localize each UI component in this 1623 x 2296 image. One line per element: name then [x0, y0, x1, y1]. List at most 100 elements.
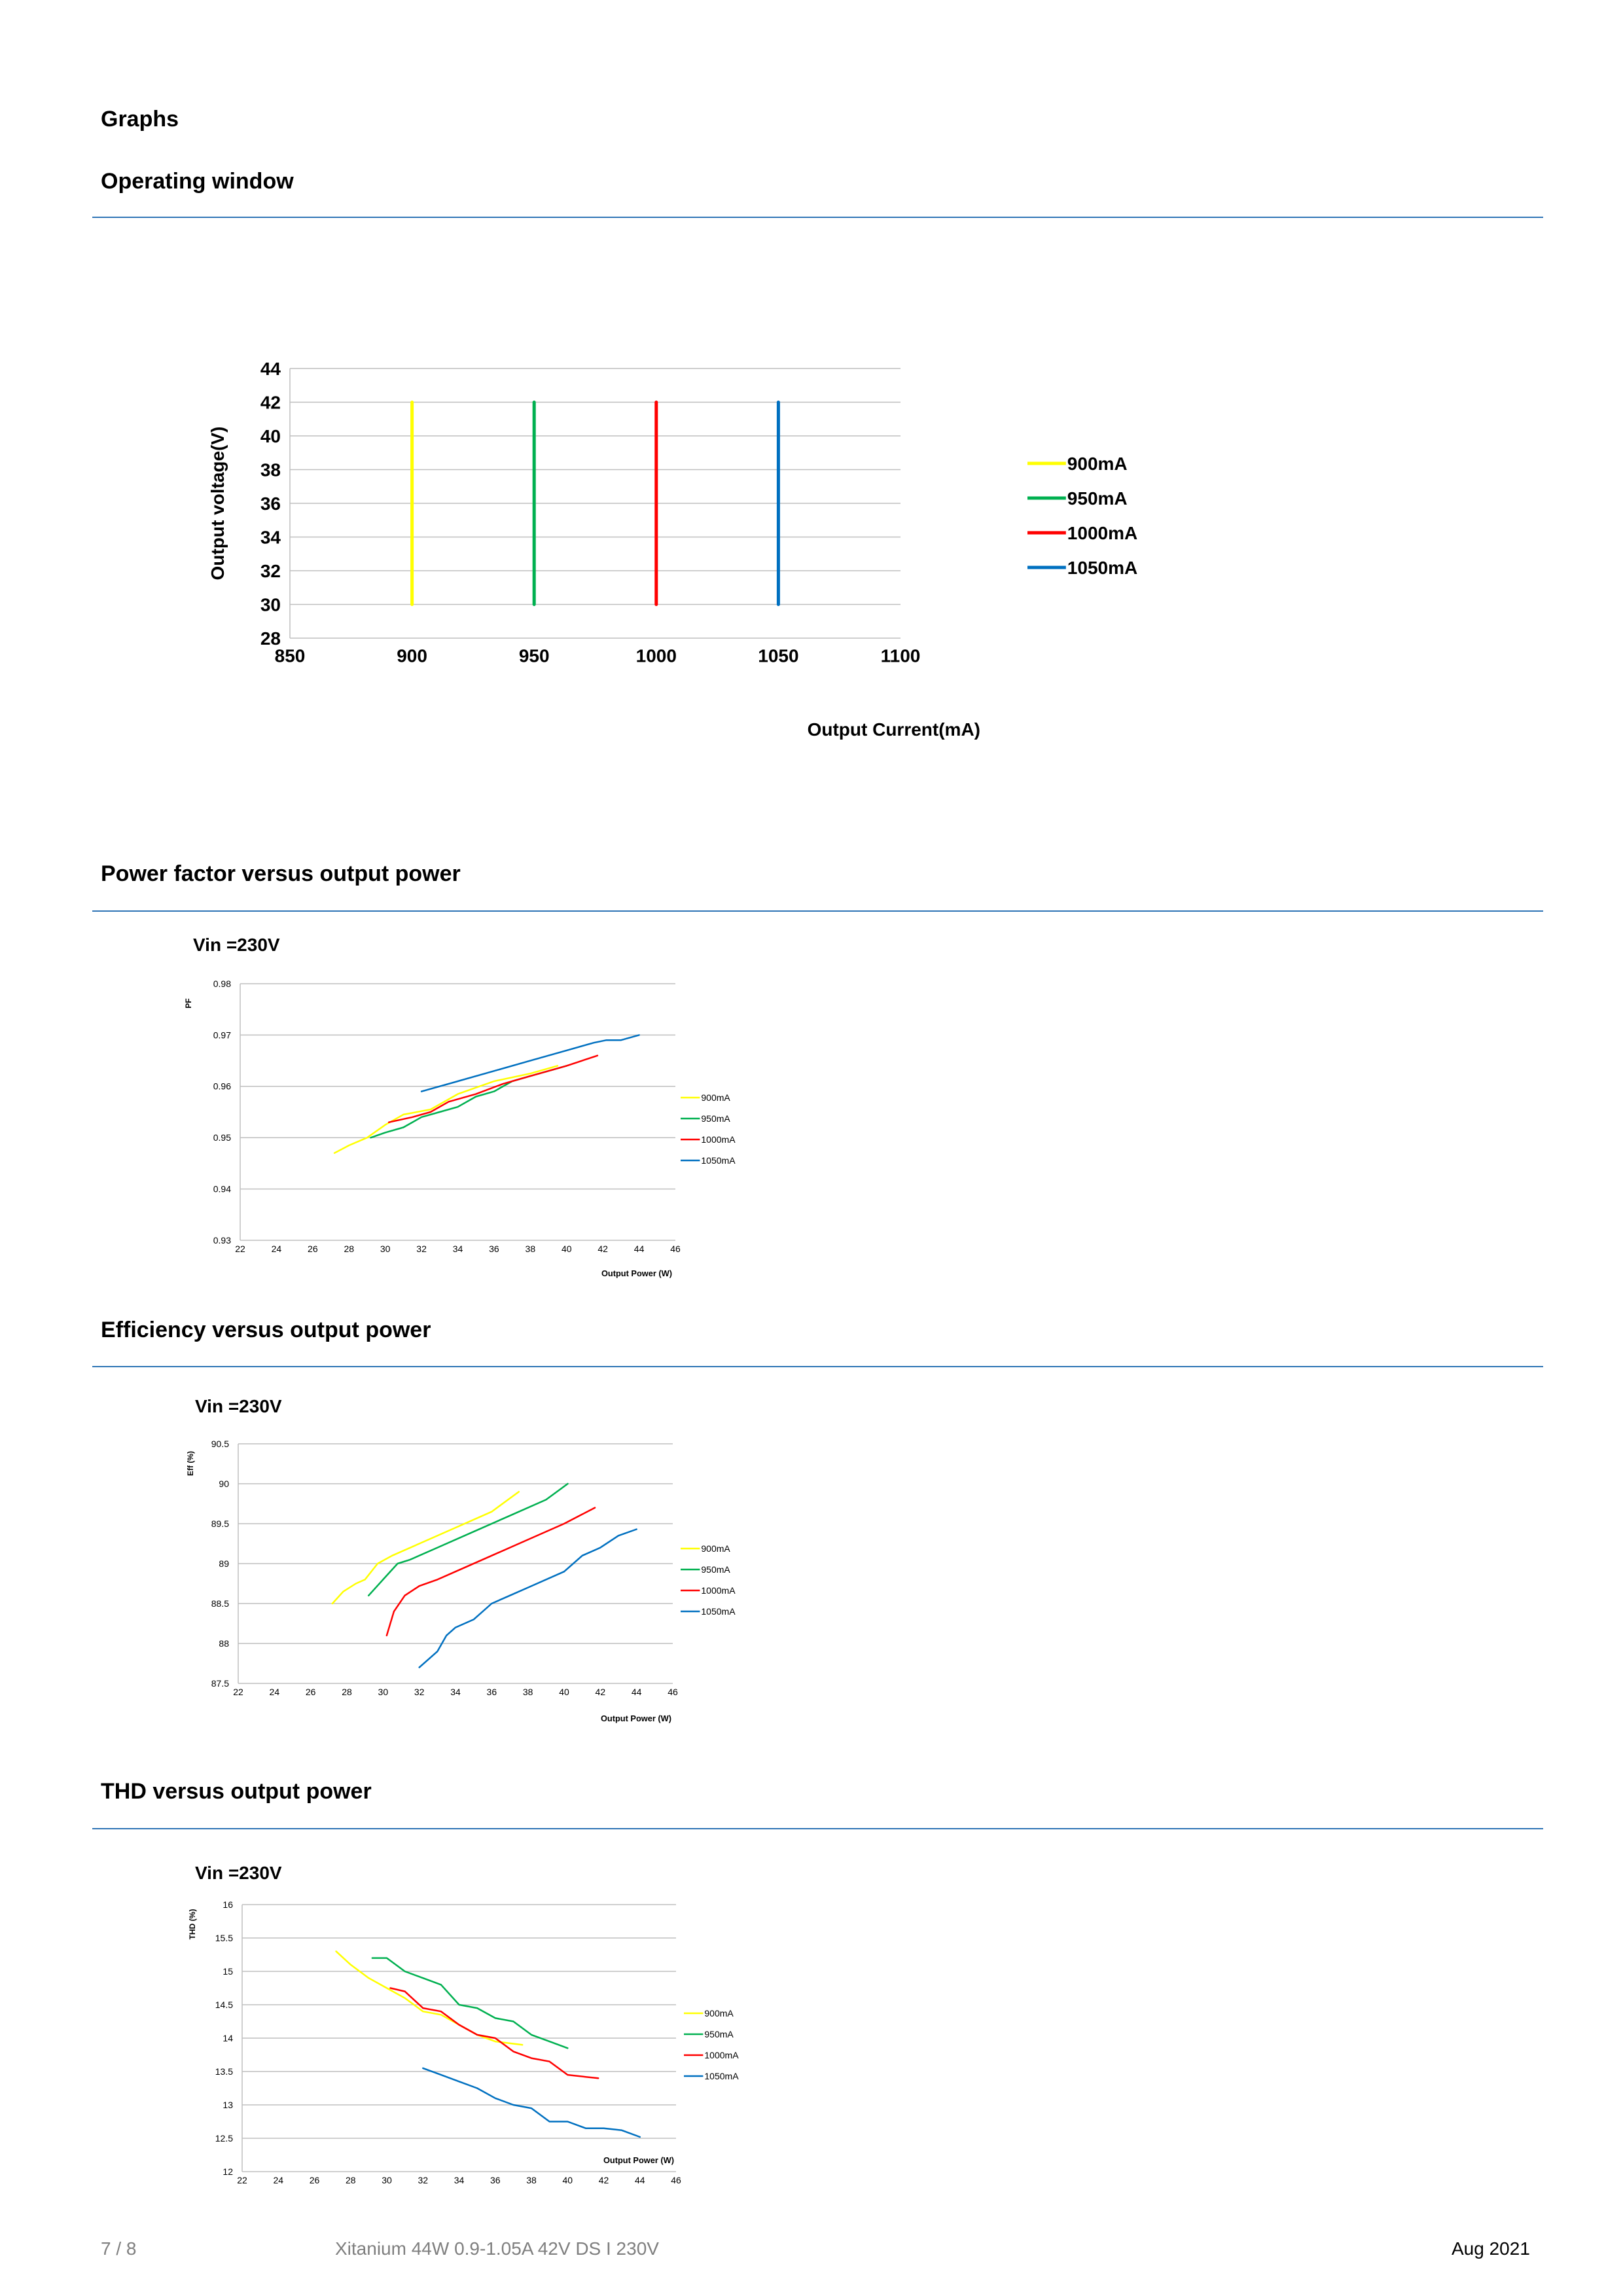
- x-tick-label: 22: [233, 1687, 243, 1697]
- legend-label: 900mA: [701, 1543, 730, 1554]
- x-tick-label: 1000: [636, 645, 677, 666]
- y-tick-label: 16: [223, 1899, 233, 1910]
- legend-label: 950mA: [701, 1564, 730, 1575]
- y-tick-label: 15: [223, 1966, 233, 1977]
- series-line-900mA: [331, 1490, 520, 1605]
- x-tick-label: 22: [237, 2175, 247, 2185]
- efficiency-chart: 87.5 88 88.5 89 89.5 90 90.5 22 24 26 28 30 32 34 36 38…: [186, 1439, 736, 1723]
- y-tick-label: 88: [219, 1638, 229, 1649]
- section-divider: [92, 910, 1543, 912]
- x-tick-label: 32: [418, 2175, 428, 2185]
- x-tick-label: 1050: [758, 645, 798, 666]
- y-tick-label: 0.93: [213, 1235, 231, 1246]
- y-tick-label: 0.94: [213, 1184, 231, 1194]
- section-title-efficiency: Efficiency versus output power: [101, 1318, 431, 1342]
- x-axis-title: Output Current(mA): [808, 719, 980, 740]
- y-tick-label: 0.95: [213, 1132, 231, 1143]
- x-axis-title: Output Power (W): [601, 1268, 672, 1278]
- x-tick-label: 30: [382, 2175, 392, 2185]
- x-axis-title: Output Power (W): [603, 2155, 674, 2165]
- y-tick-label: 88.5: [211, 1598, 229, 1609]
- x-tick-label: 28: [346, 2175, 356, 2185]
- y-axis-title: PF: [184, 998, 193, 1008]
- section-title-power-factor: Power factor versus output power: [101, 861, 461, 886]
- x-tick-label: 36: [487, 1687, 497, 1697]
- legend-label: 1000mA: [701, 1134, 736, 1145]
- legend-label: 900mA: [701, 1092, 730, 1103]
- legend-label: 1050mA: [701, 1606, 736, 1617]
- series-line-950mA: [370, 1065, 568, 1139]
- section-title-operating-window: Operating window: [101, 169, 294, 194]
- x-tick-label: 44: [634, 1244, 645, 1254]
- y-tick-label: 90: [219, 1479, 229, 1489]
- y-axis-title: Eff (%): [186, 1451, 195, 1476]
- y-tick-label: 34: [260, 527, 281, 547]
- y-tick-label: 42: [260, 392, 281, 412]
- x-tick-label: 30: [378, 1687, 389, 1697]
- y-tick-label: 0.96: [213, 1081, 231, 1092]
- y-tick-label: 12: [223, 2166, 233, 2177]
- x-axis-title: Output Power (W): [601, 1713, 671, 1723]
- x-tick-label: 24: [272, 1244, 282, 1254]
- y-tick-label: 14: [223, 2033, 233, 2043]
- y-tick-label: 44: [260, 359, 281, 379]
- vin-note: Vin =230V: [195, 1396, 282, 1416]
- legend-label: 900mA: [704, 2008, 734, 2018]
- x-tick-label: 28: [342, 1687, 352, 1697]
- x-tick-label: 42: [596, 1687, 606, 1697]
- y-tick-label: 89.5: [211, 1518, 229, 1529]
- x-tick-label: 24: [270, 1687, 280, 1697]
- legend-label: 950mA: [701, 1113, 730, 1124]
- x-tick-label: 44: [635, 2175, 645, 2185]
- vin-note: Vin =230V: [193, 935, 280, 955]
- section-divider: [92, 1366, 1543, 1367]
- series-line-1050mA: [422, 2067, 641, 2138]
- y-tick-label: 30: [260, 594, 281, 615]
- x-tick-label: 24: [273, 2175, 283, 2185]
- section-title-thd: THD versus output power: [101, 1779, 372, 1804]
- legend-label: 1000mA: [701, 1585, 736, 1596]
- y-tick-label: 32: [260, 561, 281, 581]
- x-tick-label: 34: [450, 1687, 461, 1697]
- series-line-950mA: [367, 1482, 569, 1597]
- legend-label: 900mA: [1067, 454, 1128, 474]
- series-line-1000mA: [387, 1054, 599, 1123]
- legend-label: 1050mA: [701, 1155, 736, 1166]
- legend-label: 1050mA: [704, 2071, 739, 2081]
- x-tick-label: 28: [344, 1244, 354, 1254]
- y-axis-title: THD (%): [188, 1909, 197, 1940]
- series-line-1050mA: [420, 1034, 640, 1092]
- y-tick-label: 87.5: [211, 1678, 229, 1689]
- footer-date: Aug 2021: [1452, 2238, 1530, 2259]
- x-tick-label: 44: [632, 1687, 642, 1697]
- x-tick-label: 950: [519, 645, 550, 666]
- x-tick-label: 900: [397, 645, 427, 666]
- x-tick-label: 34: [454, 2175, 465, 2185]
- y-tick-label: 12.5: [215, 2133, 233, 2144]
- section-divider: [92, 1828, 1543, 1829]
- series-line-950mA: [371, 1957, 569, 2049]
- x-tick-label: 46: [670, 1244, 681, 1254]
- x-tick-label: 22: [235, 1244, 245, 1254]
- y-tick-label: 0.97: [213, 1030, 231, 1040]
- x-tick-label: 1100: [881, 645, 921, 666]
- legend-label: 950mA: [1067, 488, 1128, 509]
- x-tick-label: 26: [306, 1687, 316, 1697]
- footer-product: Xitanium 44W 0.9-1.05A 42V DS I 230V: [335, 2238, 659, 2259]
- series-line-1050mA: [418, 1528, 637, 1668]
- x-tick-label: 40: [562, 2175, 573, 2185]
- x-tick-label: 36: [489, 1244, 499, 1254]
- series-line-1000mA: [389, 1987, 599, 2079]
- power-factor-chart: 0.93 0.94 0.95 0.96 0.97 0.98 22 24 26 28 30 32 34 36…: [184, 978, 736, 1278]
- y-tick-label: 36: [260, 493, 281, 514]
- x-tick-label: 36: [490, 2175, 501, 2185]
- y-tick-label: 0.98: [213, 978, 231, 989]
- legend-label: 1000mA: [1067, 523, 1137, 543]
- x-tick-label: 32: [414, 1687, 425, 1697]
- y-tick-label: 40: [260, 426, 281, 446]
- section-divider: [92, 217, 1543, 218]
- footer-page-number: 7 / 8: [101, 2238, 137, 2259]
- y-tick-label: 14.5: [215, 2000, 233, 2010]
- x-tick-label: 38: [526, 2175, 537, 2185]
- thd-chart: 12 12.5 13 13.5 14 14.5 15 15.5 16 22 24 26 28 30 32 34…: [188, 1899, 739, 2185]
